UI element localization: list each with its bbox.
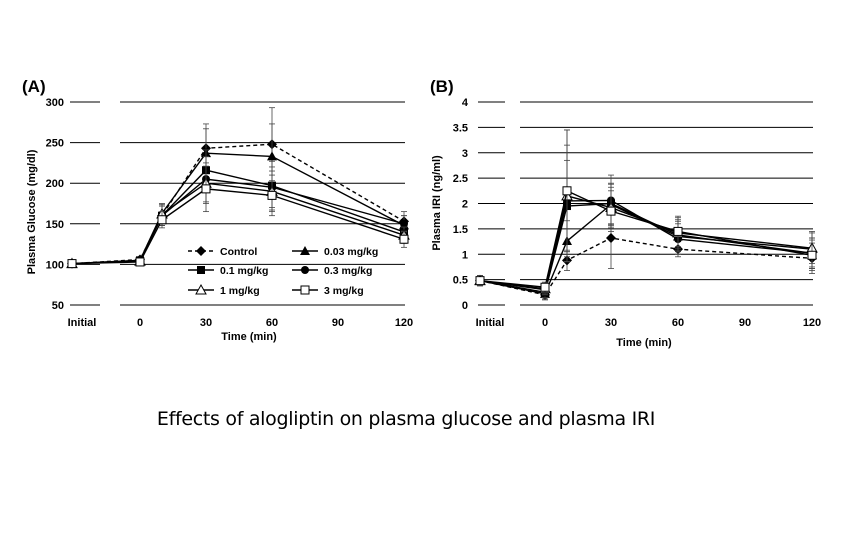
- panel-a-ylabel: Plasma Glucose (mg/dl): [26, 149, 38, 274]
- legend-label: 0.03 mg/kg: [324, 246, 378, 258]
- data-point: [157, 215, 167, 225]
- series-line: [479, 237, 813, 296]
- data-point: [267, 151, 277, 161]
- series-3-mg-kg: [67, 165, 409, 269]
- legend-label: Control: [220, 246, 257, 258]
- legend-marker: [301, 266, 309, 274]
- series-line: [71, 188, 405, 265]
- legend-marker: [300, 285, 310, 295]
- y-tick-label: 200: [46, 178, 64, 190]
- legend-item: 3 mg/kg: [292, 285, 364, 297]
- legend-marker: [197, 266, 205, 274]
- panel-a-tick-labels: 50 100 150 200 250 300 Initial 0 30 60 90 120: [46, 97, 414, 329]
- y-tick-label: 4: [462, 97, 469, 109]
- legend-item: 1 mg/kg: [188, 283, 260, 297]
- panel-a-legend: Control 0.03 mg/kg 0.1 mg/kg 0.3 mg/kg 1 mg/…: [188, 246, 378, 297]
- y-tick-label: 3.5: [453, 122, 468, 134]
- panel-b-tick-labels: 0 0.5 1 1.5 2 2.5 3 3.5 4 Initial 0 30 60 90 120: [453, 97, 821, 329]
- caption-text: Effects of alogliptin on plasma glucose …: [156, 408, 656, 430]
- data-point: [201, 184, 211, 194]
- data-point: [562, 186, 572, 196]
- y-tick-label: 2: [462, 199, 468, 211]
- y-tick-label: 300: [46, 97, 64, 109]
- series-line: [479, 195, 813, 290]
- y-tick-label: 150: [46, 219, 64, 231]
- x-tick-label: 0: [137, 317, 143, 329]
- y-tick-label: 100: [46, 259, 64, 271]
- legend-label: 3 mg/kg: [324, 285, 364, 297]
- figure-caption: Effects of alogliptin on plasma glucose …: [0, 408, 846, 430]
- panel-b-grid: [478, 101, 813, 306]
- y-tick-label: 0.5: [453, 275, 468, 287]
- x-tick-label: 30: [200, 317, 212, 329]
- x-tick-label: 120: [395, 317, 413, 329]
- y-tick-label: 1: [462, 249, 468, 261]
- data-point: [606, 233, 616, 244]
- data-point: [540, 282, 550, 292]
- legend-label: 0.3 mg/kg: [324, 265, 372, 277]
- series-1-mg-kg: [474, 129, 818, 295]
- x-tick-label: 60: [266, 317, 278, 329]
- y-tick-label: 3: [462, 148, 468, 160]
- legend-item: Control: [188, 246, 257, 258]
- data-point: [399, 234, 409, 244]
- x-tick-label: 60: [672, 317, 684, 329]
- legend-label: 1 mg/kg: [220, 285, 260, 297]
- data-point: [400, 219, 408, 228]
- panel-b-series: [474, 129, 818, 301]
- y-tick-label: 2.5: [453, 173, 468, 185]
- series-0-03-mg-kg: [475, 183, 817, 300]
- data-point: [267, 190, 277, 200]
- panel-b: (B) Plasma IRI (ng/ml) Time (min) 0 0.5 1 1…: [430, 77, 821, 349]
- panel-a: (A) Plasma Glucose (mg/dl) Time (min) 50…: [22, 77, 413, 343]
- data-point: [807, 250, 817, 260]
- data-point: [606, 206, 616, 216]
- series-line: [479, 202, 813, 294]
- series-control: [67, 107, 409, 269]
- x-tick-label: Initial: [68, 317, 97, 329]
- data-point: [673, 226, 683, 236]
- legend-item: 0.1 mg/kg: [188, 265, 268, 277]
- y-tick-label: 0: [462, 300, 468, 312]
- legend-marker: [196, 246, 206, 256]
- x-tick-label: 120: [803, 317, 821, 329]
- y-tick-label: 50: [52, 300, 64, 312]
- panel-b-ylabel: Plasma IRI (ng/ml): [431, 155, 443, 251]
- y-tick-label: 250: [46, 138, 64, 150]
- series-line: [479, 203, 813, 295]
- y-tick-label: 1.5: [453, 224, 468, 236]
- panel-a-xlabel: Time (min): [221, 331, 277, 343]
- x-tick-label: 0: [542, 317, 548, 329]
- panel-a-series: [66, 107, 410, 269]
- x-tick-label: 90: [332, 317, 344, 329]
- data-point: [475, 276, 485, 286]
- legend-item: 0.03 mg/kg: [292, 246, 378, 258]
- x-tick-label: 90: [739, 317, 751, 329]
- panel-a-label: (A): [22, 77, 46, 96]
- series-line: [479, 189, 813, 288]
- legend-item: 0.3 mg/kg: [292, 265, 372, 277]
- data-point: [135, 257, 145, 267]
- series-3-mg-kg: [475, 129, 817, 293]
- panel-b-label: (B): [430, 77, 454, 96]
- data-point: [67, 259, 77, 269]
- legend-marker: [300, 246, 310, 255]
- legend-marker: [195, 283, 207, 295]
- panel-b-xlabel: Time (min): [616, 337, 672, 349]
- panel-a-grid: [70, 101, 405, 306]
- legend-label: 0.1 mg/kg: [220, 265, 268, 277]
- figure: (A) Plasma Glucose (mg/dl) Time (min) 50…: [22, 77, 821, 349]
- x-tick-label: Initial: [476, 317, 505, 329]
- x-tick-label: 30: [605, 317, 617, 329]
- series-0-3-mg-kg: [476, 144, 816, 296]
